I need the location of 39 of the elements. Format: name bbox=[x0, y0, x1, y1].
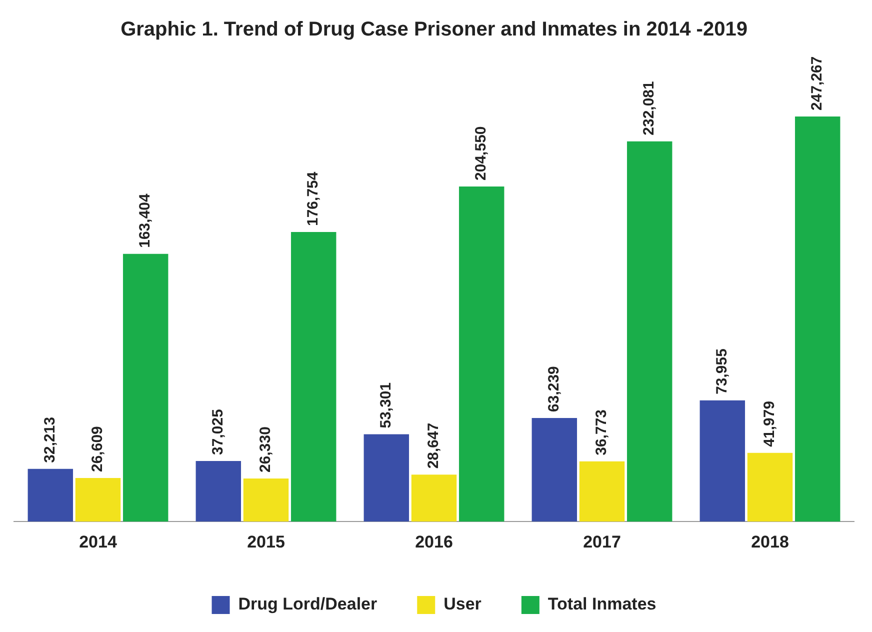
bar bbox=[411, 474, 457, 522]
data-label: 176,754 bbox=[304, 171, 322, 226]
data-label: 28,647 bbox=[425, 422, 442, 469]
bar bbox=[196, 460, 242, 522]
data-label: 32,213 bbox=[42, 416, 59, 463]
data-label: 36,773 bbox=[593, 409, 610, 456]
data-label: 37,025 bbox=[210, 409, 227, 455]
bar bbox=[75, 478, 121, 522]
x-tick-label: 2016 bbox=[415, 532, 453, 552]
data-label: 26,609 bbox=[89, 426, 106, 472]
bar bbox=[28, 468, 74, 522]
data-label: 63,239 bbox=[546, 366, 563, 412]
bar bbox=[290, 232, 336, 522]
data-label: 232,081 bbox=[640, 81, 658, 136]
legend-label: Drug Lord/Dealer bbox=[238, 594, 378, 614]
bar bbox=[364, 434, 410, 522]
bar bbox=[122, 254, 168, 522]
data-label: 26,330 bbox=[257, 426, 274, 472]
data-label: 53,301 bbox=[378, 382, 395, 428]
data-label: 163,404 bbox=[136, 193, 154, 248]
bar bbox=[794, 116, 840, 522]
x-tick-label: 2017 bbox=[583, 532, 621, 552]
bar bbox=[243, 478, 289, 522]
data-label: 41,979 bbox=[761, 400, 778, 447]
x-tick-label: 2014 bbox=[79, 532, 118, 552]
bar bbox=[458, 186, 504, 522]
data-label: 73,955 bbox=[714, 348, 731, 394]
x-tick-label: 2015 bbox=[247, 532, 285, 552]
bar bbox=[700, 400, 746, 522]
legend-label: User bbox=[444, 594, 482, 614]
data-label: 204,550 bbox=[472, 126, 490, 180]
data-label: 247,267 bbox=[808, 56, 826, 110]
chart-title: Graphic 1. Trend of Drug Case Prisoner and Inmates in 2014 -2019 bbox=[120, 18, 748, 41]
bar bbox=[532, 418, 578, 522]
bar bbox=[579, 461, 625, 522]
bar bbox=[626, 141, 672, 522]
x-tick-label: 2018 bbox=[751, 532, 789, 552]
bar bbox=[747, 452, 793, 522]
legend-label: Total Inmates bbox=[548, 594, 656, 614]
